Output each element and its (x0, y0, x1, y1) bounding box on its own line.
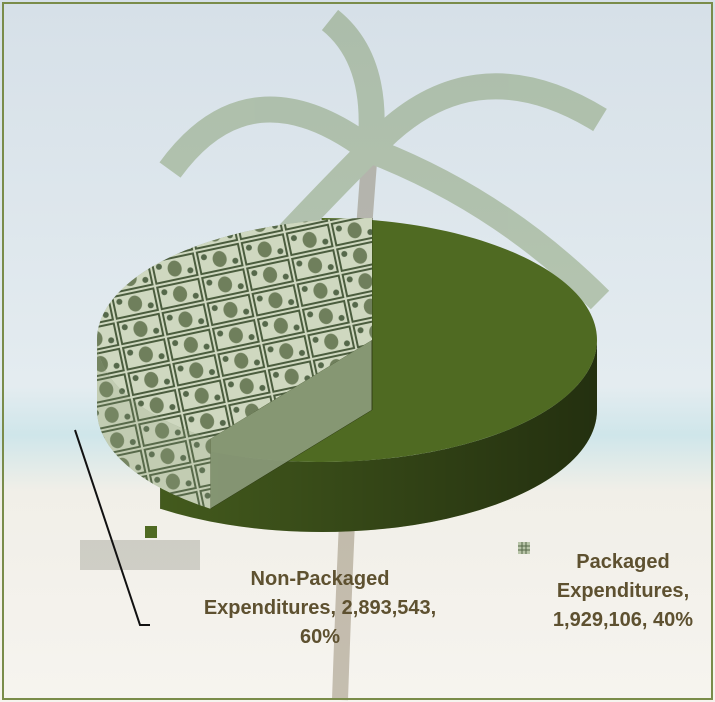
label-percent: 60% (300, 626, 340, 648)
label-value: 2,893,543 (342, 597, 431, 619)
label-percent: 40% (653, 609, 693, 631)
legend-key (518, 542, 530, 554)
data-label: Non-Packaged Expenditures, 2,893,543, 60… (185, 565, 455, 652)
label-category: Packaged Expenditures (557, 551, 684, 602)
chart: Non-Packaged Expenditures, 2,893,543, 60… (0, 0, 715, 702)
legend-key (145, 526, 157, 538)
pie (97, 218, 597, 532)
label-separator: , (684, 580, 690, 602)
label-separator: , (431, 597, 437, 619)
label-value: 1,929,106 (553, 609, 642, 631)
label-separator: , (642, 609, 653, 631)
data-label: Packaged Expenditures, 1,929,106, 40% (548, 548, 698, 635)
label-separator: , (331, 597, 342, 619)
